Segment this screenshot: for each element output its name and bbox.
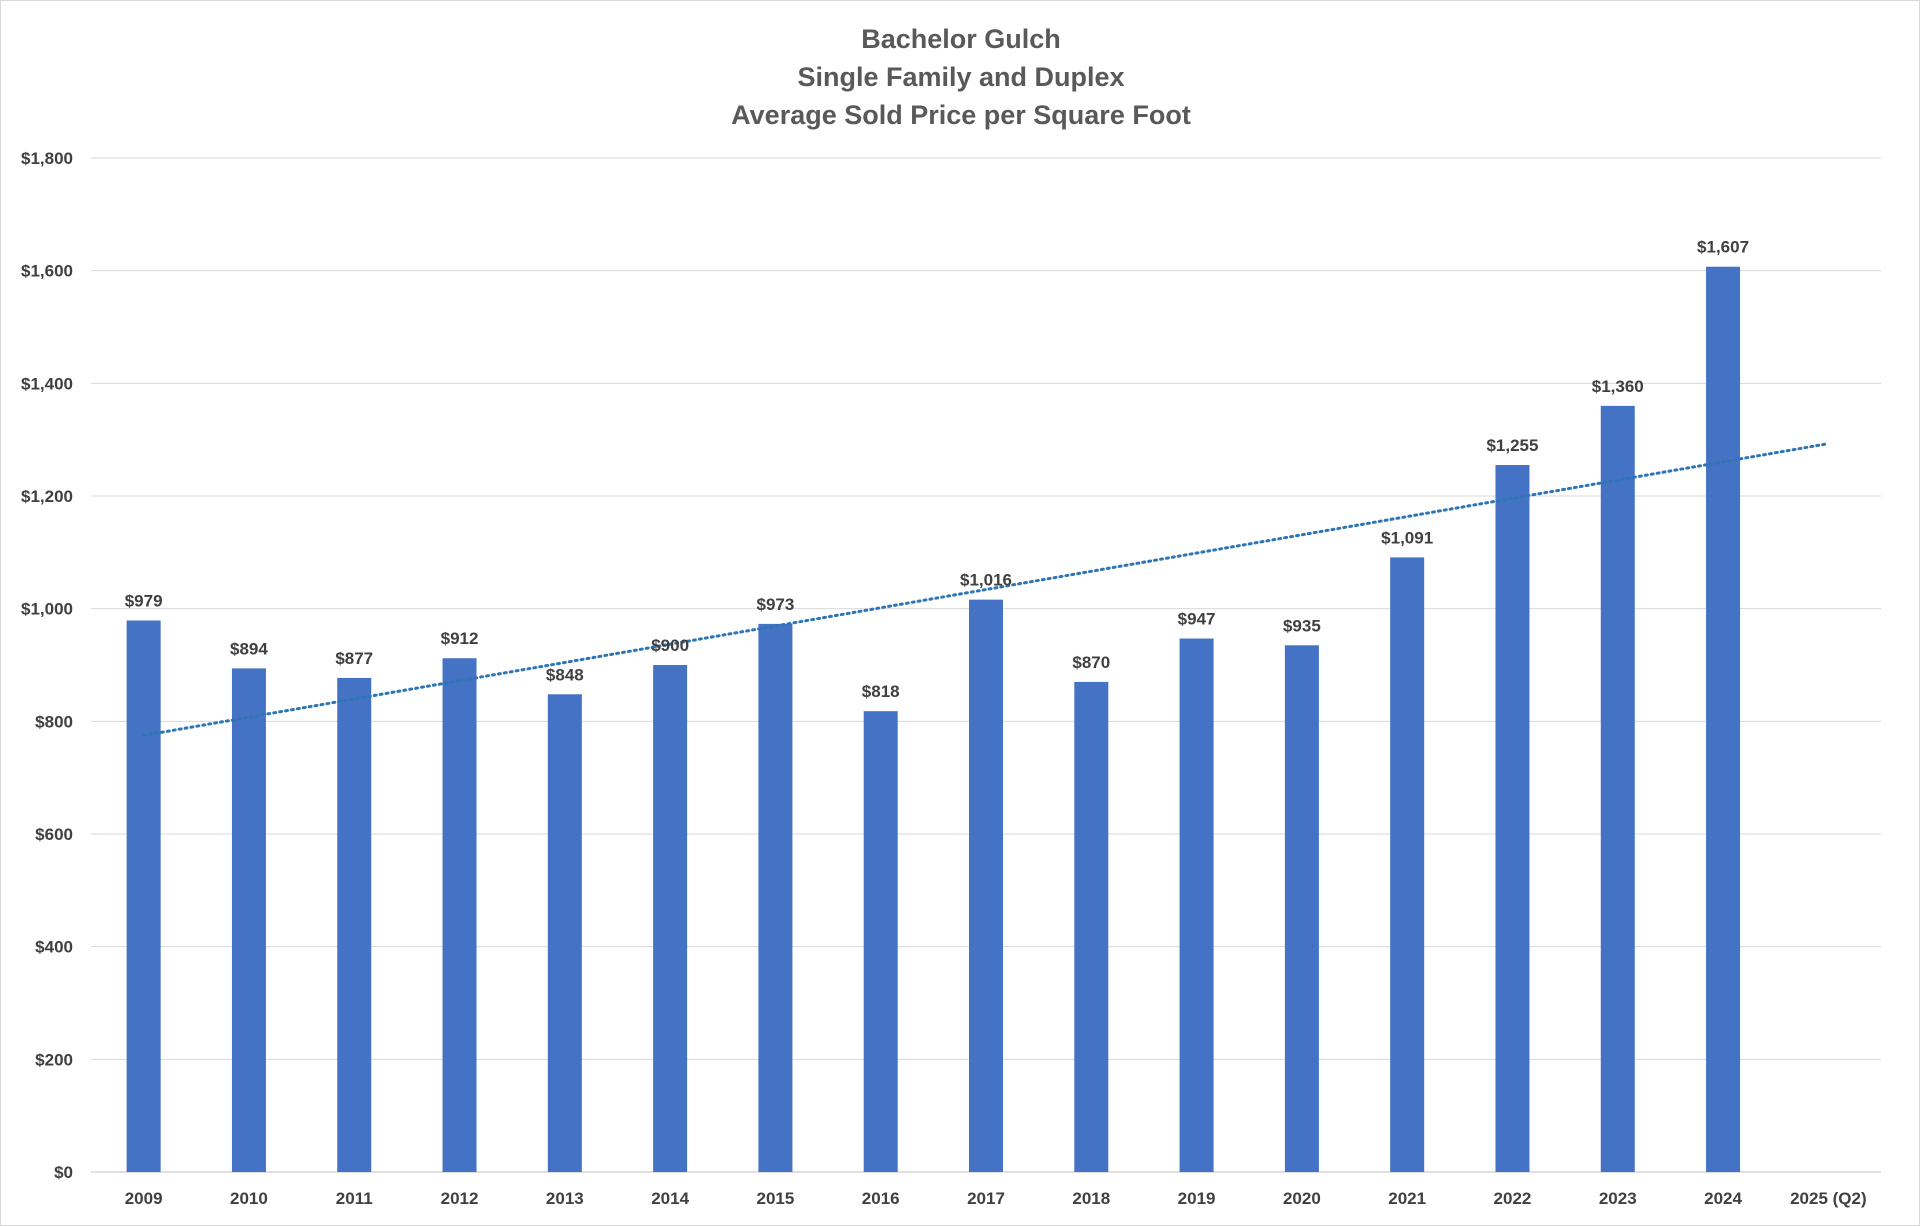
trendline [142, 442, 1830, 737]
x-tick-label: 2017 [967, 1189, 1005, 1208]
chart-title-line-2: Single Family and Duplex [797, 62, 1124, 92]
y-tick-label: $1,400 [21, 374, 73, 393]
x-tick-label: 2025 (Q2) [1790, 1189, 1867, 1208]
chart-title-line-1: Bachelor Gulch [861, 24, 1061, 54]
x-tick-label: 2018 [1072, 1189, 1110, 1208]
bar-2011 [337, 677, 372, 1172]
y-tick-label: $200 [35, 1050, 73, 1069]
bar-2012 [442, 658, 477, 1172]
bar-2018 [1074, 681, 1109, 1172]
data-label-2009: $979 [125, 591, 163, 610]
x-tick-label: 2015 [756, 1189, 794, 1208]
y-tick-label: $800 [35, 712, 73, 731]
bar-2023 [1600, 405, 1635, 1172]
y-tick-label: $0 [54, 1163, 73, 1182]
data-label-2020: $935 [1283, 616, 1321, 635]
bar-2014 [653, 665, 688, 1172]
data-label-2016: $818 [862, 682, 900, 701]
y-tick-label: $1,800 [21, 149, 73, 168]
bar-2015 [758, 623, 793, 1172]
trendline-line [142, 442, 1830, 737]
x-tick-label: 2021 [1388, 1189, 1426, 1208]
data-label-2012: $912 [441, 629, 479, 648]
data-label-2011: $877 [335, 649, 373, 668]
x-tick-label: 2009 [125, 1189, 163, 1208]
x-tick-label: 2024 [1704, 1189, 1742, 1208]
x-tick-label: 2010 [230, 1189, 268, 1208]
data-label-2022: $1,255 [1486, 436, 1538, 455]
y-tick-label: $1,600 [21, 262, 73, 281]
x-tick-label: 2014 [651, 1189, 689, 1208]
x-tick-label: 2013 [546, 1189, 584, 1208]
x-tick-label: 2019 [1178, 1189, 1216, 1208]
bar-2009 [126, 620, 161, 1172]
data-label-2013: $848 [546, 665, 584, 684]
y-tick-label: $1,200 [21, 487, 73, 506]
bar-2019 [1179, 638, 1214, 1172]
x-tick-label: 2012 [441, 1189, 479, 1208]
data-label-2021: $1,091 [1381, 528, 1433, 547]
bar-2020 [1284, 645, 1319, 1172]
y-tick-label: $1,000 [21, 600, 73, 619]
bar-2016 [863, 711, 898, 1172]
data-label-2015: $973 [756, 595, 794, 614]
data-label-2010: $894 [230, 639, 268, 658]
bars [126, 266, 1741, 1172]
x-tick-label: 2022 [1494, 1189, 1532, 1208]
data-label-2014: $900 [651, 636, 689, 655]
x-tick-label: 2020 [1283, 1189, 1321, 1208]
x-axis-tick-labels: 2009 2010 2011 2012 2013 2014 2015 2016 2017 2018… [125, 1189, 1867, 1208]
x-tick-label: 2011 [336, 1189, 373, 1208]
y-axis-tick-labels: $0 $200 $400 $600 $800 $1,000 $1,200 $1,400 $1,6… [21, 149, 73, 1182]
bar-2017 [969, 599, 1003, 1172]
y-tick-label: $400 [35, 938, 73, 957]
data-label-2024: $1,607 [1697, 238, 1749, 257]
data-labels: $979 $894 $877 $912 $848 $900 $973 $818 $1,016 $8… [125, 238, 1749, 701]
chart-title: Bachelor Gulch Single Family and Duplex … [731, 24, 1191, 130]
data-label-2018: $870 [1072, 653, 1110, 672]
bar-2013 [547, 694, 582, 1172]
y-tick-label: $600 [35, 825, 73, 844]
x-tick-label: 2023 [1599, 1189, 1637, 1208]
bar-2010 [231, 668, 266, 1172]
x-tick-label: 2016 [862, 1189, 900, 1208]
data-label-2023: $1,360 [1592, 377, 1644, 396]
chart-title-line-3: Average Sold Price per Square Foot [731, 100, 1191, 130]
bar-2021 [1390, 557, 1425, 1172]
data-label-2017: $1,016 [960, 571, 1012, 590]
data-label-2019: $947 [1178, 610, 1216, 629]
bar-2022 [1495, 465, 1530, 1172]
bar-2024 [1706, 266, 1741, 1172]
